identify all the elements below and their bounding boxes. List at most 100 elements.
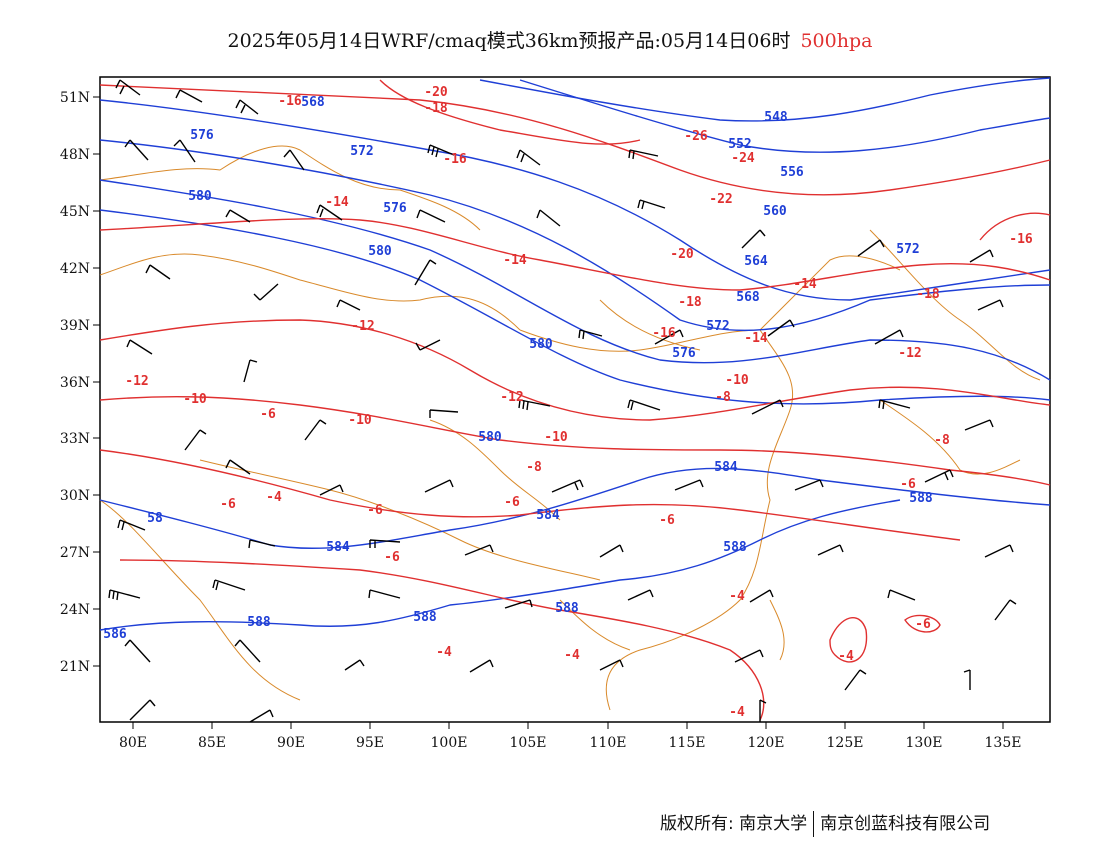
temp-label: -20 — [424, 85, 448, 100]
height-label: 58 — [147, 511, 163, 526]
temp-label: -12 — [125, 374, 148, 389]
temp-label: -6 — [367, 503, 383, 518]
height-label: 588 — [413, 610, 437, 625]
height-label: 576 — [190, 128, 214, 143]
latitude-axis: 51N 48N 45N 42N 39N 36N 33N 30N 27N 24N … — [60, 90, 90, 675]
lat-tick-label: 51N — [60, 90, 90, 106]
temp-label: -14 — [793, 277, 817, 292]
wind-barbs — [108, 79, 1017, 723]
temp-label: -4 — [266, 490, 282, 505]
temp-label: -6 — [220, 497, 236, 512]
height-label: 564 — [744, 254, 768, 269]
temp-label: -26 — [684, 129, 708, 144]
temp-label: -24 — [731, 151, 755, 166]
height-label: 586 — [103, 627, 127, 642]
temp-label: -16 — [278, 94, 302, 109]
copyright-company: 南京创蓝科技有限公司 — [820, 814, 991, 834]
height-label: 588 — [247, 615, 271, 630]
copyright-owner: 版权所有: 南京大学 — [660, 814, 808, 834]
temp-label: -10 — [544, 430, 568, 445]
height-label: 568 — [736, 290, 760, 305]
lon-tick-label: 115E — [669, 735, 706, 751]
height-label: 548 — [764, 110, 788, 125]
temp-label: -14 — [503, 253, 527, 268]
height-label: 584 — [714, 460, 738, 475]
height-label: 560 — [763, 204, 787, 219]
height-label: 580 — [368, 244, 392, 259]
height-label: 580 — [188, 189, 212, 204]
temp-label: -4 — [729, 705, 745, 720]
temp-label: -6 — [384, 550, 400, 565]
lat-tick-label: 27N — [60, 545, 90, 561]
footer-divider — [813, 811, 815, 837]
temp-label: -8 — [715, 390, 731, 405]
height-label: 568 — [301, 95, 325, 110]
lon-tick-label: 85E — [198, 735, 226, 751]
temp-label: -14 — [744, 331, 768, 346]
height-label: 576 — [383, 201, 407, 216]
longitude-axis: 80E 85E 90E 95E 100E 105E 110E 115E 120E… — [119, 735, 1022, 751]
lon-tick-label: 120E — [748, 735, 785, 751]
temp-label: -16 — [443, 152, 467, 167]
lat-tick-label: 21N — [60, 659, 90, 675]
lat-tick-label: 45N — [60, 204, 90, 220]
temp-label: -12 — [500, 390, 523, 405]
height-label: 572 — [706, 319, 729, 334]
temp-label: -4 — [729, 589, 745, 604]
temp-label: -16 — [652, 326, 676, 341]
lon-tick-label: 80E — [119, 735, 147, 751]
copyright-footer: 版权所有: 南京大学 南京创蓝科技有限公司 — [660, 809, 990, 837]
temp-label: -6 — [659, 513, 675, 528]
lon-tick-label: 135E — [985, 735, 1022, 751]
height-label: 556 — [780, 165, 804, 180]
height-label: 588 — [555, 601, 579, 616]
temp-label: -16 — [1009, 232, 1033, 247]
lon-tick-label: 130E — [906, 735, 943, 751]
height-label: 572 — [350, 144, 373, 159]
temp-label: -10 — [725, 373, 749, 388]
temp-label: -4 — [436, 645, 452, 660]
temp-label: -8 — [934, 433, 950, 448]
pressure-level: 500hpa — [800, 30, 873, 52]
temp-label: -6 — [504, 495, 520, 510]
height-label: 580 — [478, 430, 502, 445]
temp-label: -22 — [709, 192, 732, 207]
temp-label: -6 — [900, 477, 916, 492]
weather-map: 568 576 572 576 580 580 580 580 584 584 … — [60, 76, 1051, 751]
latitude-tick-marks — [93, 96, 100, 667]
height-label: 580 — [529, 337, 553, 352]
lat-tick-label: 30N — [60, 488, 90, 504]
lat-tick-label: 39N — [60, 318, 90, 334]
temp-label: -14 — [325, 195, 349, 210]
lon-tick-label: 90E — [277, 735, 305, 751]
lon-tick-label: 105E — [510, 735, 547, 751]
height-label: 584 — [326, 540, 350, 555]
temp-label: -18 — [424, 101, 448, 116]
height-label: 588 — [909, 491, 933, 506]
height-label: 552 — [728, 137, 751, 152]
lon-tick-label: 110E — [590, 735, 627, 751]
lat-tick-label: 48N — [60, 147, 90, 163]
temp-label: -12 — [898, 346, 921, 361]
temperature-contour-labels: -16 -18 -16 -20 -18 -16 -14 -14 -12 -12 … — [125, 85, 1033, 720]
temp-label: -4 — [564, 648, 580, 663]
height-contour-labels: 568 576 572 576 580 580 580 580 584 584 … — [103, 95, 933, 642]
lon-tick-label: 100E — [431, 735, 468, 751]
temp-label: -12 — [351, 319, 374, 334]
temp-label: -8 — [526, 460, 542, 475]
height-contours — [99, 77, 1051, 631]
lat-tick-label: 24N — [60, 602, 90, 618]
temp-label: -6 — [915, 617, 931, 632]
lon-tick-label: 125E — [827, 735, 864, 751]
map-title: 2025年05月14日WRF/cmaq模式36km预报产品:05月14日06时 5… — [0, 26, 1100, 53]
title-text: 2025年05月14日WRF/cmaq模式36km预报产品:05月14日06时 — [227, 30, 791, 52]
temp-label: -10 — [183, 392, 207, 407]
lon-tick-label: 95E — [356, 735, 384, 751]
temp-label: -18 — [678, 295, 702, 310]
temp-label: -20 — [670, 247, 694, 262]
temp-label: -10 — [348, 413, 372, 428]
temperature-contours — [99, 79, 1051, 721]
temp-label: -6 — [260, 407, 276, 422]
lat-tick-label: 33N — [60, 431, 90, 447]
lat-tick-label: 42N — [60, 261, 90, 277]
